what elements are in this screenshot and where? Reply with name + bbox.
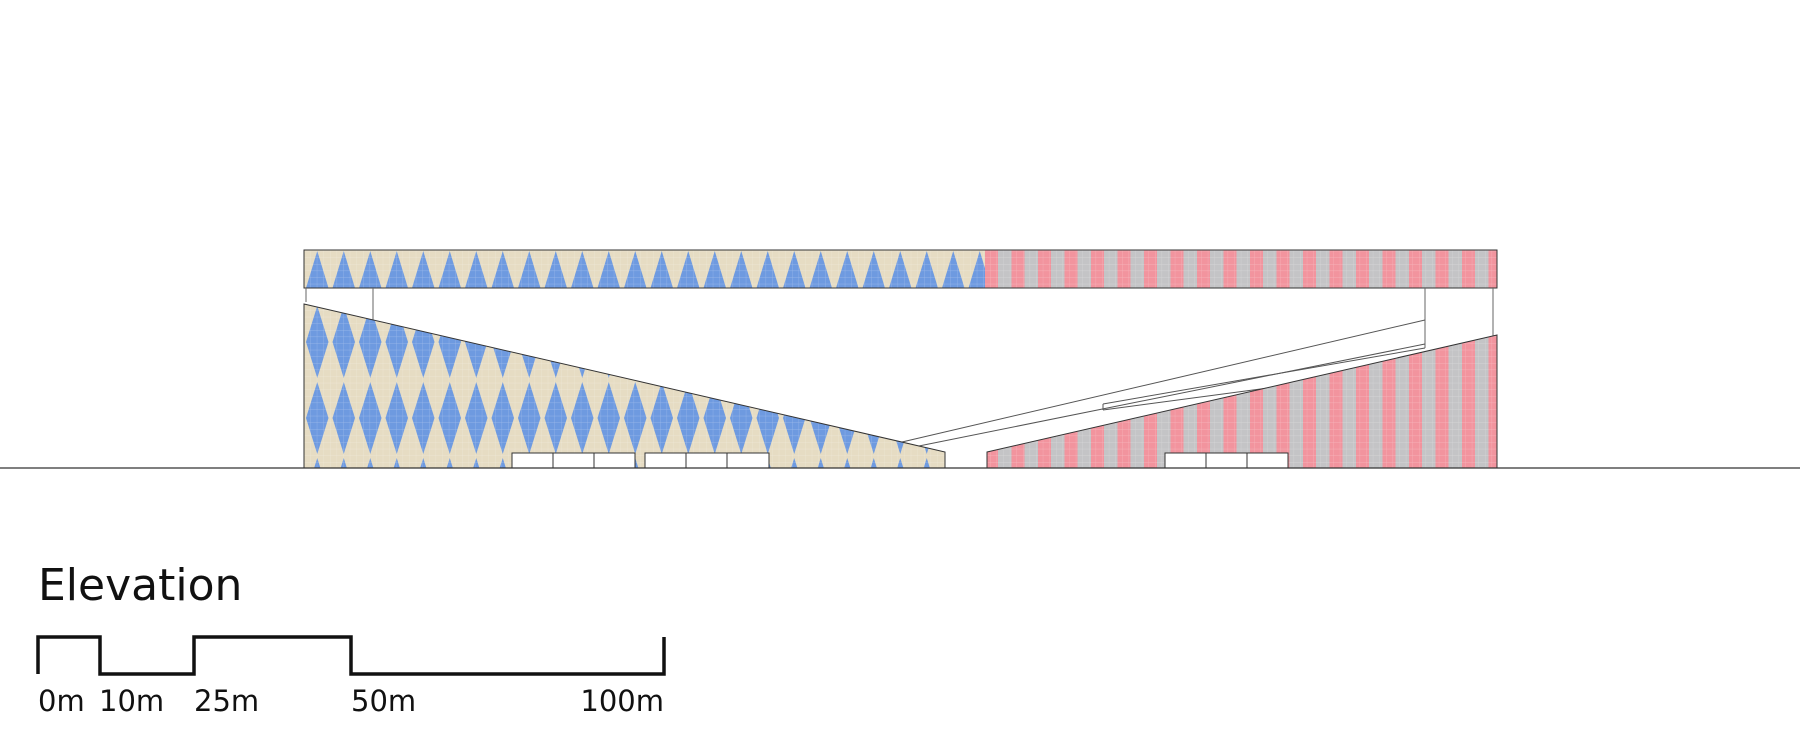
- drawing-title: Elevation: [38, 560, 242, 611]
- scale-label-0m: 0m: [38, 684, 85, 718]
- entrance-left-2: [644, 452, 770, 469]
- grandstand-rakers: [901, 319, 1426, 450]
- scale-bar: 0m 10m 25m 50m 100m: [36, 635, 666, 718]
- left-stand: [303, 303, 946, 469]
- scale-bar-line: [36, 635, 666, 676]
- right-stand: [986, 334, 1498, 469]
- building-elevation: [0, 249, 1800, 469]
- entrance-right: [1164, 452, 1289, 469]
- roof-supports: [305, 288, 1494, 348]
- entrance-left-1: [511, 452, 636, 469]
- roof-band: [303, 249, 1498, 289]
- scale-label-25m: 25m: [194, 684, 259, 718]
- scale-label-50m: 50m: [351, 684, 416, 718]
- scale-label-100m: 100m: [580, 684, 664, 718]
- scale-label-10m: 10m: [99, 684, 164, 718]
